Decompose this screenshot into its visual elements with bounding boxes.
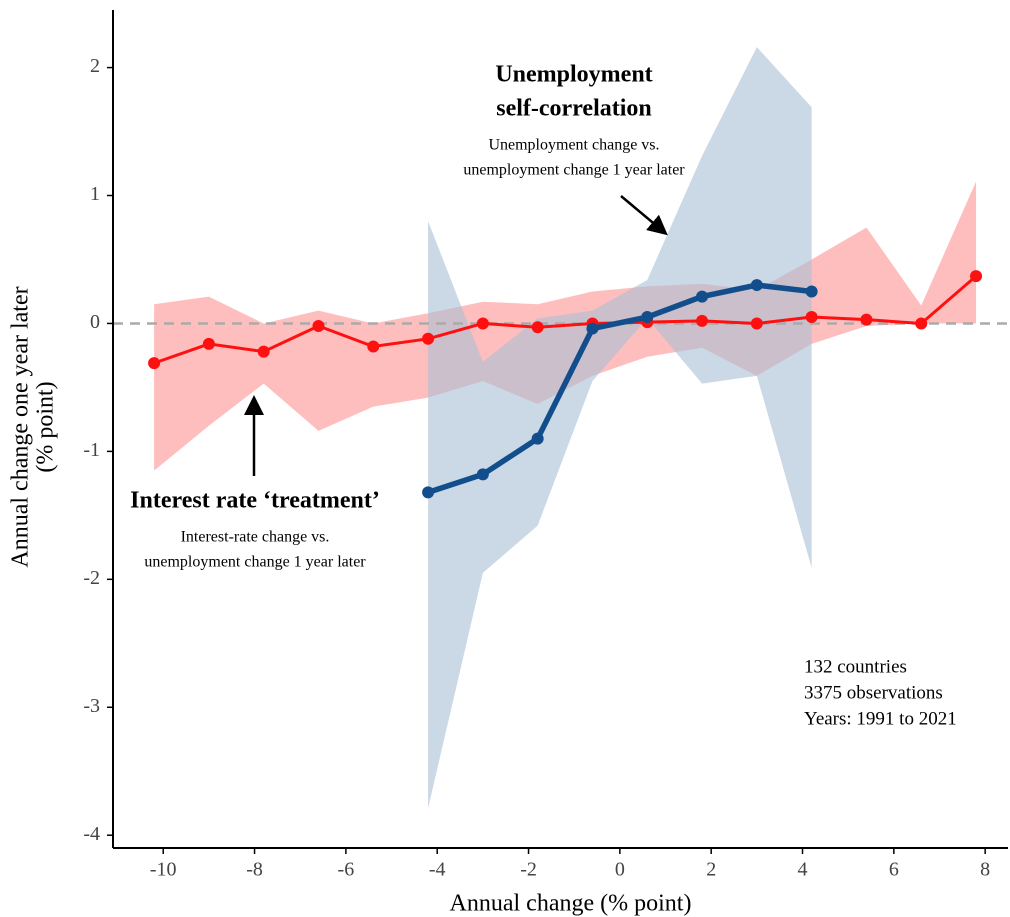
y-tick-label: 0 [90, 311, 100, 333]
series-line [153, 274, 978, 365]
x-tick-label: -10 [150, 859, 177, 881]
data-point [696, 314, 709, 327]
x-axis-label: Annual change (% point) [450, 891, 692, 917]
data-point [860, 313, 873, 326]
y-tick-label: -1 [83, 439, 100, 461]
data-point [476, 468, 489, 481]
note: 3375 observations [804, 682, 943, 703]
data-point [750, 317, 763, 330]
annotation-arrow [620, 195, 668, 236]
annotation-text: unemployment change 1 year later [144, 554, 366, 571]
x-tick-label: 6 [889, 859, 899, 881]
x-tick-label: 0 [615, 859, 625, 881]
annotation-title: Unemployment [495, 62, 652, 88]
y-axis-label: Annual change one year later [8, 286, 34, 567]
data-point [367, 340, 380, 353]
x-tick-label: -4 [429, 859, 446, 881]
data-point [750, 279, 763, 292]
data-point [312, 320, 325, 333]
data-point [476, 317, 489, 330]
confidence-band [428, 47, 812, 809]
data-point [202, 337, 215, 350]
data-point [805, 285, 818, 298]
annotation-title: self-correlation [496, 96, 652, 122]
y-tick-label: 1 [90, 183, 100, 205]
series-line [427, 282, 812, 495]
annotation-text: Unemployment change vs. [488, 137, 659, 154]
y-tick-label: -2 [83, 567, 100, 589]
data-point [422, 486, 435, 499]
data-point [148, 357, 161, 370]
data-point [257, 345, 270, 358]
data-point [531, 432, 544, 445]
x-tick-label: 8 [980, 859, 990, 881]
data-point [970, 270, 983, 283]
data-point [696, 290, 709, 303]
y-tick-label: -3 [83, 695, 100, 717]
data-point [915, 317, 928, 330]
y-tick-label: -4 [83, 823, 100, 845]
y-tick-label: 2 [90, 55, 100, 77]
annotation-title: Interest rate ‘treatment’ [130, 488, 380, 514]
x-tick-label: 4 [798, 859, 808, 881]
data-point [641, 311, 654, 324]
y-axis-label: (% point) [33, 381, 59, 472]
note: 132 countries [804, 656, 907, 677]
note: Years: 1991 to 2021 [804, 708, 957, 729]
x-tick-label: -8 [246, 859, 263, 881]
data-point [531, 321, 544, 334]
x-tick-label: -2 [520, 859, 537, 881]
annotation-text: Interest-rate change vs. [181, 529, 330, 546]
annotation-text: unemployment change 1 year later [463, 162, 685, 179]
data-point [805, 311, 818, 324]
x-tick-label: -6 [338, 859, 355, 881]
x-tick-label: 2 [706, 859, 716, 881]
data-point [422, 332, 435, 345]
data-point [586, 322, 599, 335]
